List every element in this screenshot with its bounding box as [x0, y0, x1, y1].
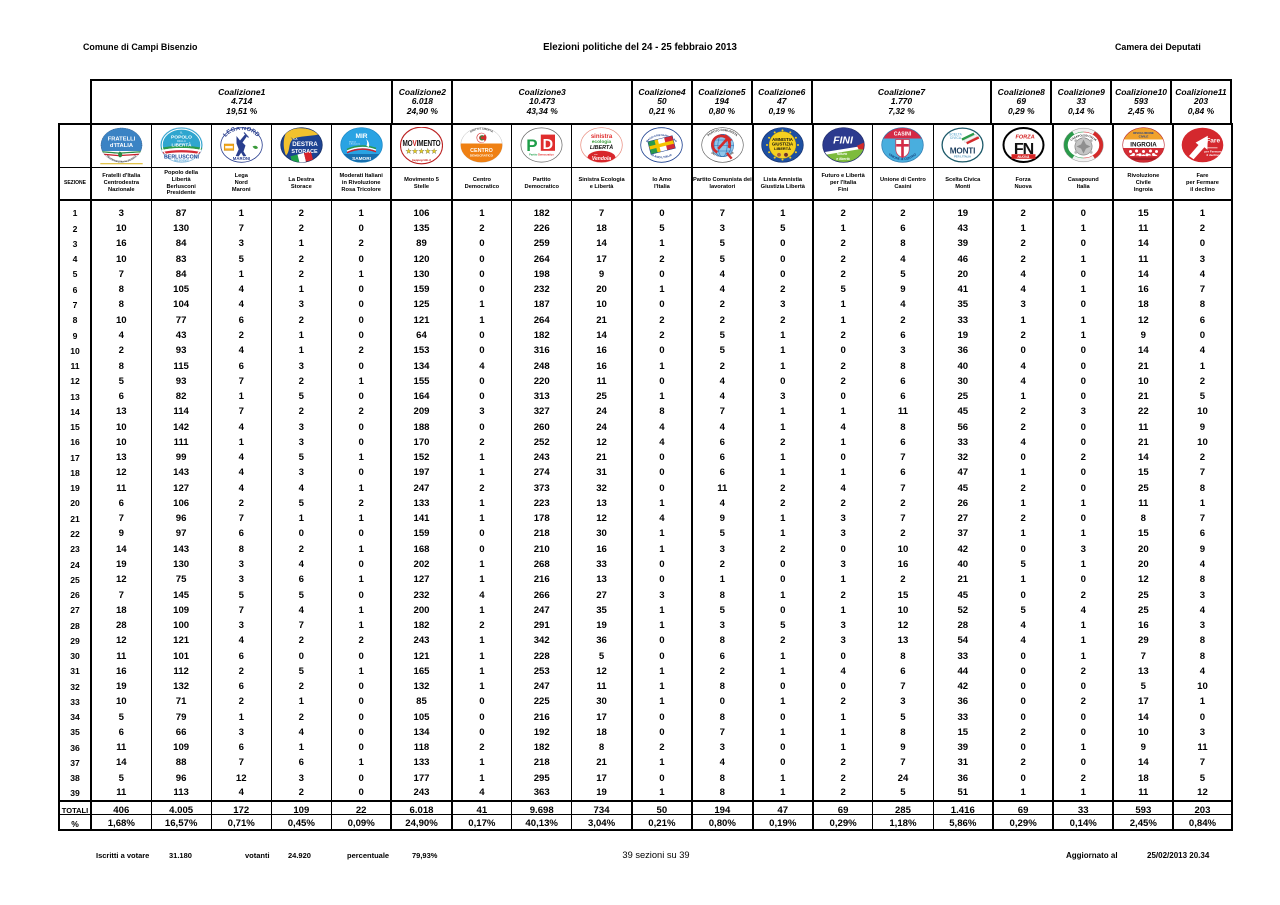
svg-text:POPOLO: POPOLO: [171, 134, 192, 140]
svg-text:P: P: [526, 136, 537, 155]
svg-text:il declino: il declino: [1206, 152, 1219, 156]
svg-text:in Rivoluzione: in Rivoluzione: [349, 143, 360, 145]
svg-text:CIVILE: CIVILE: [1138, 134, 1148, 138]
svg-text:PRESIDENTE: PRESIDENTE: [174, 159, 190, 162]
svg-text:STORACE: STORACE: [291, 149, 318, 155]
svg-text:FRATELLI: FRATELLI: [108, 136, 136, 142]
svg-text:CIVICA: CIVICA: [950, 136, 962, 140]
svg-text:Vendola: Vendola: [592, 156, 611, 162]
svg-text:Partito Democratico: Partito Democratico: [529, 152, 554, 156]
svg-text:FORZA: FORZA: [1015, 134, 1035, 140]
svg-text:LIBERTÀ: LIBERTÀ: [774, 146, 791, 151]
svg-text:CENTRO: CENTRO: [470, 147, 493, 153]
svg-text:MONTI: MONTI: [950, 146, 975, 155]
svg-text:AMNISTIA: AMNISTIA: [772, 136, 793, 141]
svg-text:MOVIMENTO: MOVIMENTO: [403, 138, 441, 148]
svg-text:DESTRA: DESTRA: [292, 140, 318, 147]
svg-text:GIUSTIZIA: GIUSTIZIA: [772, 141, 793, 146]
svg-text:con: con: [594, 153, 598, 155]
svg-text:SAMORI: SAMORI: [352, 156, 371, 161]
svg-text:LIBERTÀ: LIBERTÀ: [171, 141, 192, 147]
svg-text:MARONI: MARONI: [233, 155, 250, 160]
svg-text:LA: LA: [293, 137, 298, 141]
svg-text:IL: IL: [180, 130, 183, 134]
svg-text:DELLA: DELLA: [177, 138, 186, 142]
svg-text:INGROIA: INGROIA: [1130, 141, 1157, 148]
svg-text:e libertà: e libertà: [836, 157, 849, 161]
svg-text:Fare: Fare: [1206, 137, 1220, 144]
svg-text:★★★★★: ★★★★★: [406, 147, 438, 155]
svg-text:BERLUSCONI: BERLUSCONI: [164, 154, 200, 160]
svg-text:MIR: MIR: [355, 133, 367, 140]
svg-text:D: D: [543, 137, 553, 153]
svg-text:LIBERTÀ: LIBERTÀ: [590, 143, 613, 150]
svg-text:Moderati: Moderati: [349, 140, 357, 143]
svg-text:CASINI: CASINI: [894, 131, 912, 137]
svg-text:ecologia: ecologia: [592, 139, 612, 145]
svg-text:futuro: futuro: [836, 151, 847, 155]
svg-text:per Fermare: per Fermare: [1204, 149, 1222, 153]
svg-text:RIVOLUZIONE: RIVOLUZIONE: [1133, 130, 1154, 134]
svg-text:SCELTA: SCELTA: [949, 132, 962, 136]
svg-text:d'ITALIA: d'ITALIA: [110, 143, 134, 149]
svg-text:IO AMO L'ITALIA: IO AMO L'ITALIA: [651, 152, 673, 159]
svg-text:FINI: FINI: [833, 134, 854, 146]
svg-text:sinistra: sinistra: [591, 134, 613, 140]
svg-text:beppegrillo.it: beppegrillo.it: [412, 158, 432, 162]
svg-text:PER L'ITALIA: PER L'ITALIA: [954, 154, 971, 158]
svg-text:NUOVA: NUOVA: [1017, 154, 1030, 158]
svg-text:FN: FN: [1013, 141, 1033, 158]
svg-text:DEMOCRATICO: DEMOCRATICO: [470, 153, 494, 157]
